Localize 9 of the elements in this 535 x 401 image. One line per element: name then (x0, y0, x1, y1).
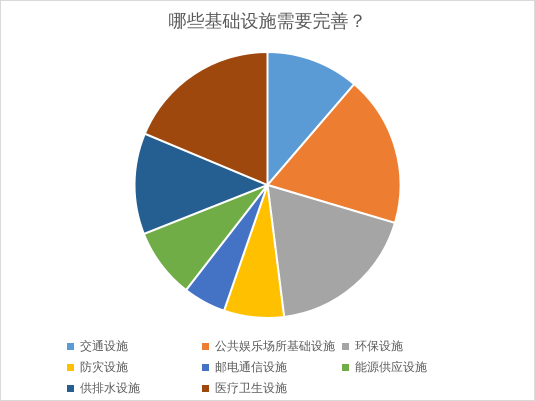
chart-title: 哪些基础设施需要完善？ (168, 10, 368, 33)
legend-label: 环保设施 (354, 338, 404, 355)
legend-label: 邮电通信设施 (214, 359, 288, 376)
legend-label: 交通设施 (79, 338, 129, 355)
legend-label: 公共娱乐场所基础设施 (214, 338, 336, 355)
legend-label: 能源供应设施 (354, 359, 428, 376)
legend-label: 供排水设施 (79, 380, 141, 397)
legend-label: 医疗卫生设施 (214, 380, 288, 397)
legend-label: 防灾设施 (79, 359, 129, 376)
